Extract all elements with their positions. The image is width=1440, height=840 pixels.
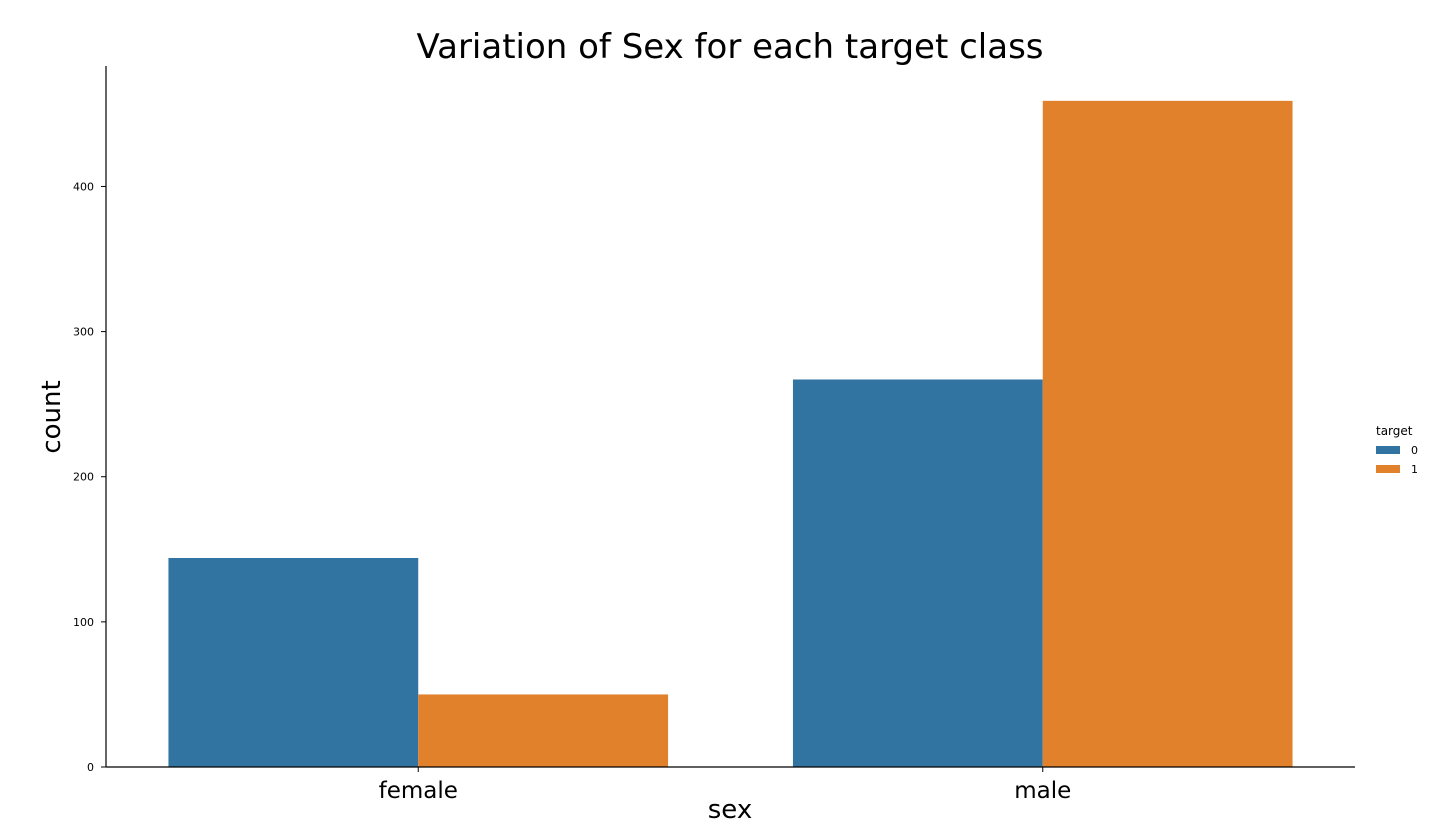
x-tick-label-female: female bbox=[379, 778, 458, 804]
x-axis-label: sex bbox=[708, 795, 752, 825]
y-ticks: 0 100 200 300 400 bbox=[73, 180, 106, 774]
legend-title: target bbox=[1376, 424, 1413, 438]
legend: target 0 1 bbox=[1376, 424, 1418, 476]
legend-label-0: 0 bbox=[1411, 444, 1418, 457]
bar-male-target-0 bbox=[792, 379, 1043, 767]
y-tick-label: 300 bbox=[73, 326, 94, 339]
bar-female-target-0 bbox=[168, 558, 419, 767]
legend-swatch-0 bbox=[1376, 446, 1400, 454]
plot-area bbox=[168, 100, 1293, 768]
legend-label-1: 1 bbox=[1411, 463, 1418, 476]
x-tick-label-male: male bbox=[1014, 778, 1071, 804]
y-tick-label: 0 bbox=[87, 761, 94, 774]
y-tick-label: 100 bbox=[73, 616, 94, 629]
legend-swatch-1 bbox=[1376, 465, 1400, 473]
x-ticks: female male bbox=[379, 767, 1071, 804]
bar-female-target-1 bbox=[418, 694, 669, 767]
bar-male-target-1 bbox=[1042, 100, 1293, 768]
y-axis-label: count bbox=[37, 380, 67, 453]
y-tick-label: 400 bbox=[73, 180, 94, 193]
chart-title: Variation of Sex for each target class bbox=[416, 27, 1043, 67]
y-tick-label: 200 bbox=[73, 471, 94, 484]
